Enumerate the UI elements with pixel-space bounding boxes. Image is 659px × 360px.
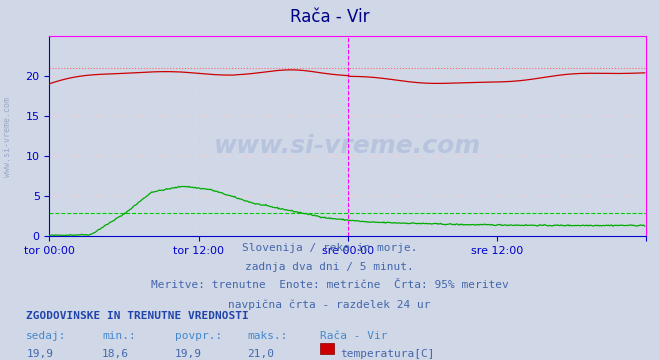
- Text: zadnja dva dni / 5 minut.: zadnja dva dni / 5 minut.: [245, 262, 414, 272]
- Text: min.:: min.:: [102, 331, 136, 341]
- Text: Rača - Vir: Rača - Vir: [320, 331, 387, 341]
- Text: maks.:: maks.:: [247, 331, 287, 341]
- Text: temperatura[C]: temperatura[C]: [341, 349, 435, 359]
- Text: 18,6: 18,6: [102, 349, 129, 359]
- Text: Meritve: trenutne  Enote: metrične  Črta: 95% meritev: Meritve: trenutne Enote: metrične Črta: …: [151, 280, 508, 291]
- Text: ZGODOVINSKE IN TRENUTNE VREDNOSTI: ZGODOVINSKE IN TRENUTNE VREDNOSTI: [26, 311, 249, 321]
- Text: sedaj:: sedaj:: [26, 331, 67, 341]
- Text: www.si-vreme.com: www.si-vreme.com: [214, 134, 481, 158]
- Text: Slovenija / reke in morje.: Slovenija / reke in morje.: [242, 243, 417, 253]
- Text: povpr.:: povpr.:: [175, 331, 222, 341]
- Text: 19,9: 19,9: [26, 349, 53, 359]
- Text: navpična črta - razdelek 24 ur: navpična črta - razdelek 24 ur: [228, 299, 431, 310]
- Text: 21,0: 21,0: [247, 349, 274, 359]
- Text: 19,9: 19,9: [175, 349, 202, 359]
- Text: www.si-vreme.com: www.si-vreme.com: [3, 97, 13, 177]
- Text: Rača - Vir: Rača - Vir: [290, 8, 369, 26]
